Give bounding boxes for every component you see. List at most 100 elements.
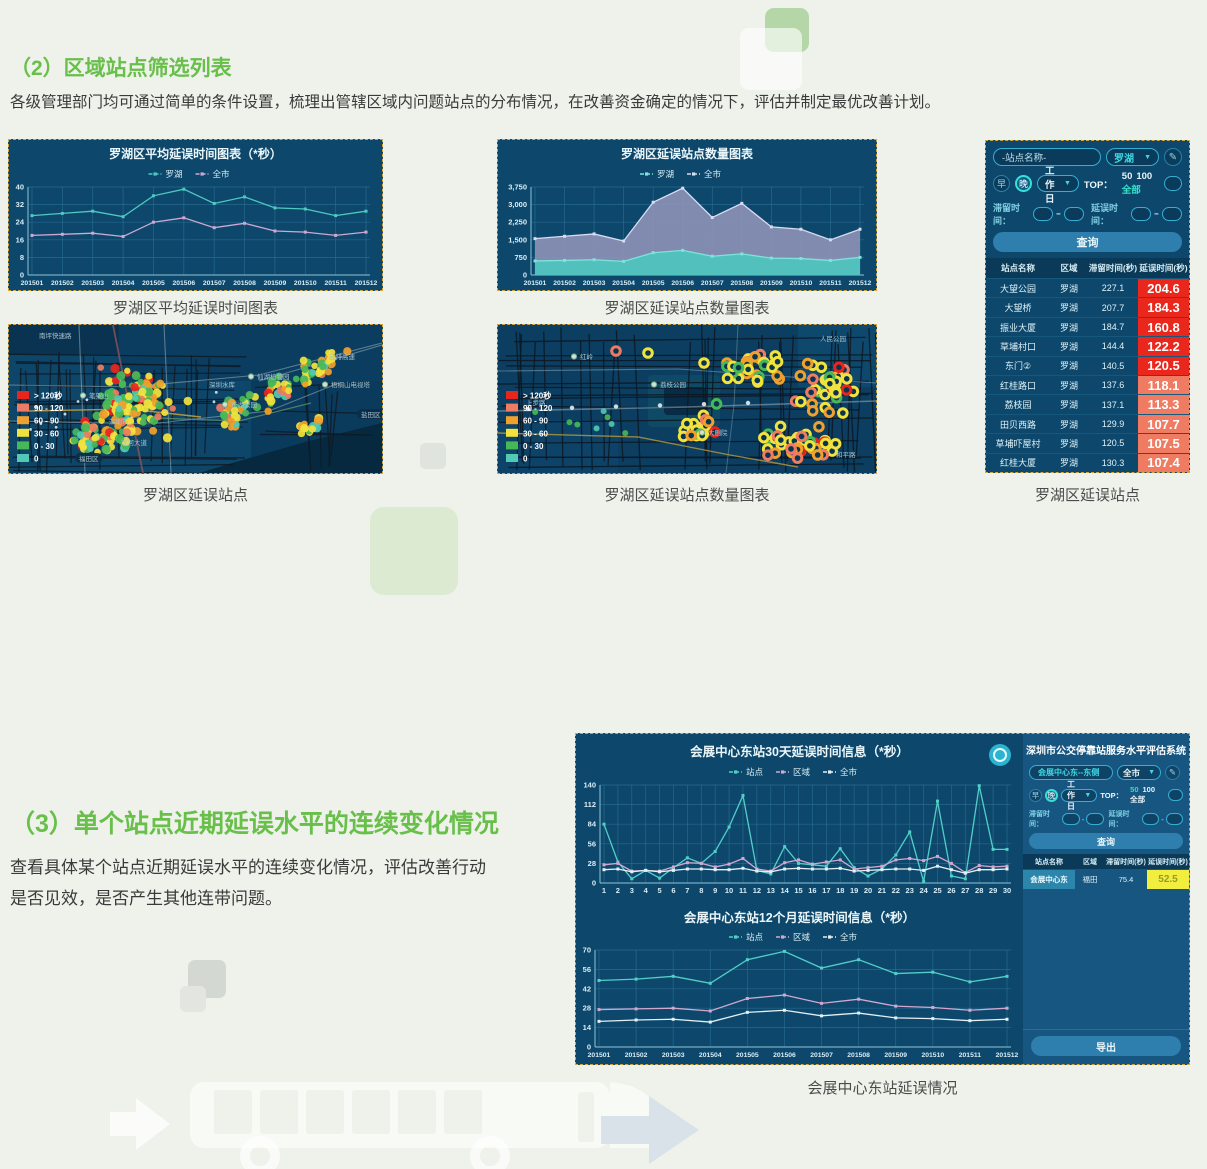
svg-text:罗湖: 罗湖 xyxy=(166,169,183,179)
delay-range-label: 延误时间： xyxy=(1108,811,1130,828)
svg-text:30 - 60: 30 - 60 xyxy=(523,429,548,438)
svg-text:0: 0 xyxy=(523,455,528,464)
delay-max-input[interactable] xyxy=(1162,207,1182,221)
region-cell: 罗湖 xyxy=(1059,400,1078,411)
station-name-input[interactable] xyxy=(993,148,1101,166)
top-custom-input[interactable] xyxy=(1168,789,1183,801)
svg-text:全市: 全市 xyxy=(840,932,858,942)
top-option[interactable]: 100 xyxy=(1142,785,1156,794)
query-button[interactable]: 查询 xyxy=(1029,833,1183,849)
svg-text:2,250: 2,250 xyxy=(508,218,527,227)
table-row[interactable]: 大望公园 罗湖 227.1 204.6 xyxy=(986,278,1189,298)
table-row[interactable]: 红桂大厦 罗湖 130.3 107.4 xyxy=(986,452,1189,473)
svg-text:16: 16 xyxy=(16,235,24,244)
evening-toggle[interactable]: 晚 xyxy=(1045,788,1058,802)
top-option[interactable]: 50 xyxy=(1130,785,1139,794)
dwell-max-input[interactable] xyxy=(1064,207,1084,221)
svg-text:201512: 201512 xyxy=(849,280,872,287)
morning-toggle[interactable]: 早 xyxy=(993,175,1010,192)
svg-text:26: 26 xyxy=(947,886,955,895)
delay-max-input[interactable] xyxy=(1165,813,1183,825)
svg-text:201511: 201511 xyxy=(819,280,842,287)
svg-text:0 - 30: 0 - 30 xyxy=(523,442,544,451)
svg-text:201508: 201508 xyxy=(233,280,256,287)
svg-text:全市: 全市 xyxy=(213,169,231,179)
column-header: 区域 xyxy=(1083,858,1097,866)
top-custom-input[interactable] xyxy=(1164,176,1182,191)
arrow-watermark xyxy=(601,1096,699,1164)
table-row[interactable]: 草埔村口 罗湖 144.4 122.2 xyxy=(986,336,1189,356)
table-row[interactable]: 振业大厦 罗湖 184.7 160.8 xyxy=(986,316,1189,337)
svg-text:30 - 60: 30 - 60 xyxy=(34,429,59,438)
panel-luohu-rings-map: 红岭 荔枝公园 上步路 大剧院 人民公园 和平路 > 120秒 90 - 120 60 - 90… xyxy=(497,324,884,474)
svg-text:上步路: 上步路 xyxy=(526,398,546,407)
daytype-dropdown[interactable]: 工作日 ▼ xyxy=(1037,166,1079,205)
svg-text:1: 1 xyxy=(602,886,606,895)
station-name-cell: 大望公园 xyxy=(999,283,1036,294)
table-row[interactable]: 东门② 罗湖 140.5 120.5 xyxy=(986,355,1189,376)
svg-text:201502: 201502 xyxy=(51,280,74,287)
svg-text:> 120秒: > 120秒 xyxy=(34,391,62,401)
svg-text:27: 27 xyxy=(961,886,969,895)
top-label: TOP： xyxy=(1100,790,1124,800)
panel-huizhan-dashboard: 会展中心东站30天延误时间信息（*秒） 站点 区域 全市 0 28 56 84 112 140 1 2… xyxy=(575,733,1190,1065)
delay-cell: 160.8 xyxy=(1138,317,1189,337)
svg-text:201503: 201503 xyxy=(662,1052,685,1059)
query-button[interactable]: 查询 xyxy=(993,232,1182,252)
dwell-range-label: 滞留时间： xyxy=(1029,811,1050,828)
dwell-min-input[interactable] xyxy=(1062,813,1080,825)
dwell-min-input[interactable] xyxy=(1032,207,1053,221)
dwell-max-input[interactable] xyxy=(1086,813,1104,825)
table-row[interactable]: 荔枝园 罗湖 137.1 113.3 xyxy=(986,394,1189,414)
top-options: 50 100 全部 xyxy=(1118,171,1159,196)
station-name-cell: 会展中心东 xyxy=(1023,870,1075,889)
table-row[interactable]: 会展中心东 福田 75.4 52.5 xyxy=(1023,869,1189,889)
svg-text:0: 0 xyxy=(34,455,39,464)
delay-cell: 52.5 xyxy=(1147,870,1189,889)
top-option[interactable]: 全部 xyxy=(1130,795,1146,804)
table-row[interactable]: 草埔吓屋村 罗湖 120.5 107.5 xyxy=(986,433,1189,453)
top-option[interactable]: 全部 xyxy=(1121,185,1141,196)
delay-min-input[interactable] xyxy=(1130,207,1151,221)
top-option[interactable]: 100 xyxy=(1136,171,1153,182)
svg-text:201509: 201509 xyxy=(884,1052,907,1059)
table-row[interactable]: 大望桥 罗湖 207.7 184.3 xyxy=(986,297,1189,317)
panel-luohu-avg-delay-chart: 罗湖区平均延误时间图表（*秒） 罗湖 全市 0 8 16 24 32 40 201501 20150… xyxy=(8,139,383,291)
svg-text:201510: 201510 xyxy=(294,280,317,287)
svg-text:201503: 201503 xyxy=(81,280,104,287)
edit-icon[interactable]: ✎ xyxy=(1165,765,1180,780)
region-cell: 福田 xyxy=(1082,875,1098,884)
svg-text:84: 84 xyxy=(588,820,597,829)
region-cell: 罗湖 xyxy=(1059,322,1078,333)
column-header: 站点名称 xyxy=(1000,263,1035,273)
evening-toggle[interactable]: 晚 xyxy=(1015,175,1032,192)
svg-text:201508: 201508 xyxy=(730,280,753,287)
morning-toggle[interactable]: 早 xyxy=(1029,788,1042,802)
svg-text:28: 28 xyxy=(588,859,596,868)
svg-text:全市: 全市 xyxy=(840,767,858,777)
decor-square-gray-3 xyxy=(180,986,206,1012)
svg-text:区域: 区域 xyxy=(793,767,811,777)
table-row[interactable]: 红桂路口 罗湖 137.6 118.1 xyxy=(986,375,1189,395)
dwell-cell: 207.7 xyxy=(1101,302,1125,313)
station-name-input[interactable] xyxy=(1029,765,1113,780)
edit-icon[interactable]: ✎ xyxy=(1164,148,1182,166)
table-row[interactable]: 田贝西路 罗湖 129.9 107.7 xyxy=(986,413,1189,434)
region-dropdown[interactable]: 全市 ▼ xyxy=(1117,765,1161,780)
svg-text:25: 25 xyxy=(933,886,941,895)
svg-text:201502: 201502 xyxy=(625,1052,648,1059)
export-button[interactable]: 导出 xyxy=(1031,1036,1181,1056)
svg-text:2: 2 xyxy=(616,886,620,895)
delay-min-input[interactable] xyxy=(1141,813,1160,825)
svg-text:全市: 全市 xyxy=(704,169,722,179)
region-dropdown[interactable]: 罗湖 ▼ xyxy=(1106,148,1159,166)
svg-text:60 - 90: 60 - 90 xyxy=(34,417,59,426)
top-option[interactable]: 50 xyxy=(1121,171,1133,182)
svg-text:201512: 201512 xyxy=(996,1052,1019,1059)
svg-text:201511: 201511 xyxy=(959,1052,982,1059)
svg-text:28: 28 xyxy=(583,1004,591,1013)
daytype-dropdown[interactable]: 工作日 ▼ xyxy=(1061,780,1098,811)
svg-text:201512: 201512 xyxy=(355,280,378,287)
